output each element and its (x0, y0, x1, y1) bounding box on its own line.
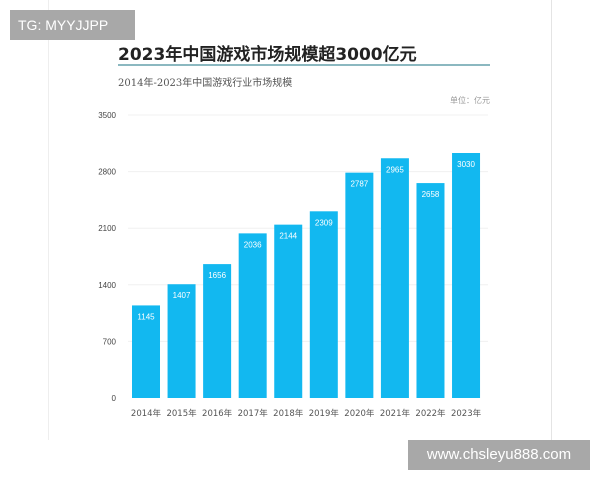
bar (167, 284, 196, 398)
bar (203, 264, 232, 398)
title-divider (118, 64, 490, 66)
bar (345, 172, 374, 398)
y-tick-label: 1400 (98, 281, 116, 290)
x-tick-label: 2020年 (344, 408, 375, 419)
bar (380, 158, 409, 398)
x-tick-label: 2015年 (166, 408, 197, 419)
bar-value-label: 2036 (244, 240, 262, 249)
y-tick-label: 2100 (98, 224, 116, 233)
unit-label: 单位：亿元 (450, 96, 490, 105)
bar (416, 183, 445, 398)
bar-value-label: 1656 (208, 271, 226, 280)
y-tick-label: 2800 (98, 168, 116, 177)
bar-value-label: 1145 (137, 312, 155, 321)
bar-value-label: 2658 (422, 190, 440, 199)
bar (238, 233, 267, 398)
bar-value-label: 3030 (457, 160, 475, 169)
bar-value-label: 1407 (173, 291, 191, 300)
chart-title: 2023年中国游戏市场规模超3000亿元 (118, 45, 417, 65)
bar (274, 224, 303, 398)
x-tick-label: 2014年 (131, 408, 162, 419)
watermark-top: TG: MYYJJPP (10, 10, 135, 40)
bar (452, 153, 481, 398)
bar (132, 305, 160, 398)
bar-value-label: 2144 (279, 232, 297, 241)
x-tick-label: 2016年 (202, 408, 233, 419)
y-tick-label: 3500 (98, 111, 116, 120)
bar-value-label: 2309 (315, 218, 333, 227)
x-tick-label: 2017年 (238, 408, 269, 419)
watermark-bottom: www.chsleyu888.com (408, 440, 590, 470)
bar-value-label: 2787 (350, 180, 368, 189)
x-tick-label: 2021年 (380, 408, 411, 419)
chart-subtitle: 2014年-2023年中国游戏行业市场规模 (118, 78, 293, 89)
x-tick-label: 2018年 (273, 408, 304, 419)
y-tick-label: 0 (112, 394, 117, 403)
bar-value-label: 2965 (386, 165, 404, 174)
y-tick-label: 700 (103, 337, 117, 346)
bar (309, 211, 338, 398)
x-tick-label: 2023年 (451, 408, 482, 419)
x-tick-label: 2022年 (415, 408, 446, 419)
x-tick-label: 2019年 (309, 408, 340, 419)
